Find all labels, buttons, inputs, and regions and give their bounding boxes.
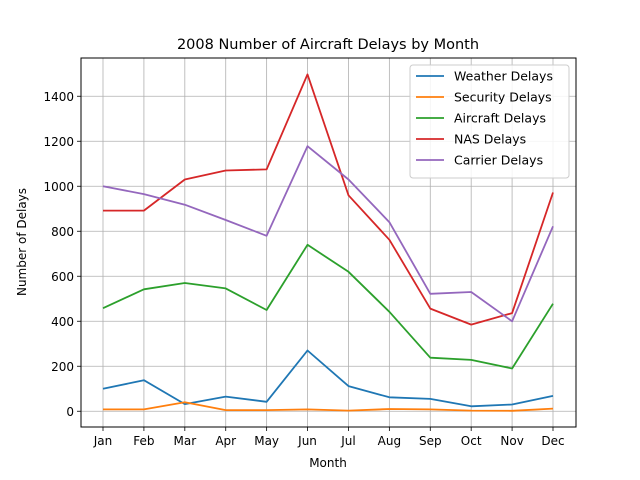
legend-label-aircraft-delays: Aircraft Delays	[454, 111, 546, 126]
x-tick-label: Apr	[215, 434, 236, 448]
legend-box	[409, 64, 570, 179]
series-line-nas-delays	[103, 73, 554, 326]
x-tick-label: Jan	[93, 434, 113, 448]
legend-label-security-delays: Security Delays	[454, 90, 552, 105]
x-tick-label: Feb	[133, 434, 154, 448]
legend-label-nas-delays: NAS Delays	[454, 132, 526, 147]
chart-title: 2008 Number of Aircraft Delays by Month	[177, 37, 479, 53]
legend: Weather Delays Security Delays Aircraft De…	[409, 64, 570, 179]
x-tick-label: Dec	[541, 434, 564, 448]
x-tick-label: May	[254, 434, 279, 448]
y-tick-label: 800	[51, 225, 74, 239]
legend-label-carrier-delays: Carrier Delays	[454, 153, 543, 168]
x-tick-label: Oct	[461, 434, 482, 448]
x-tick-label: Aug	[378, 434, 401, 448]
y-tick-label: 0	[66, 405, 74, 419]
y-axis: 0 200 400 600 800 1000 1200 1400	[43, 90, 81, 419]
x-axis: Jan Feb Mar Apr May Jun Jul Aug Sep Oct Nov Dec	[93, 427, 565, 448]
series-lines	[102, 73, 554, 412]
legend-label-weather-delays: Weather Delays	[454, 69, 553, 84]
y-tick-label: 1200	[43, 135, 74, 149]
plot-area-frame	[80, 57, 577, 428]
series-line-aircraft-delays	[102, 243, 554, 370]
y-tick-label: 400	[51, 315, 74, 329]
y-tick-label: 1000	[43, 180, 74, 194]
y-axis-label: Number of Delays	[15, 188, 29, 296]
x-tick-label: Sep	[419, 434, 442, 448]
series-line-carrier-delays	[102, 145, 554, 323]
x-tick-label: Nov	[500, 434, 523, 448]
series-line-weather-delays	[102, 349, 554, 408]
x-tick-label: Jun	[297, 434, 317, 448]
x-tick-label: Mar	[173, 434, 196, 448]
x-axis-label: Month	[309, 456, 347, 470]
x-tick-label: Jul	[340, 434, 355, 448]
series-line-security-delays	[103, 401, 554, 412]
y-tick-label: 1400	[43, 90, 74, 104]
y-tick-label: 200	[51, 360, 74, 374]
y-tick-label: 600	[51, 270, 74, 284]
